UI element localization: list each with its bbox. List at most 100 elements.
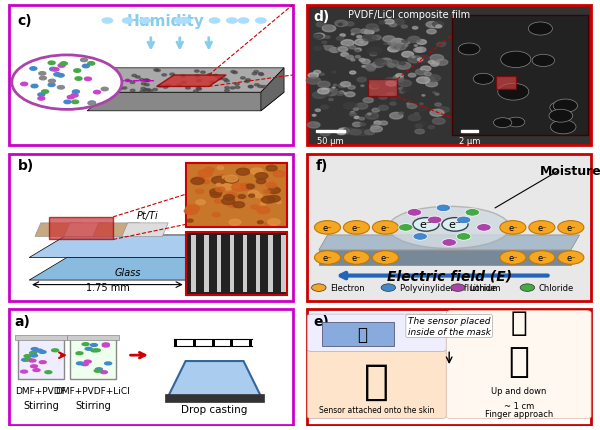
Circle shape — [360, 30, 369, 34]
Circle shape — [451, 284, 465, 292]
Circle shape — [76, 352, 83, 355]
Circle shape — [94, 349, 100, 352]
Circle shape — [394, 76, 403, 81]
Circle shape — [20, 370, 28, 373]
Circle shape — [193, 177, 206, 184]
Text: Pt/Ti: Pt/Ti — [136, 211, 158, 221]
Circle shape — [208, 74, 212, 77]
Circle shape — [388, 47, 400, 53]
Circle shape — [177, 85, 182, 87]
FancyBboxPatch shape — [9, 154, 293, 301]
FancyBboxPatch shape — [307, 6, 591, 146]
Circle shape — [181, 19, 191, 24]
Circle shape — [29, 352, 37, 354]
Circle shape — [25, 358, 32, 361]
Circle shape — [145, 80, 150, 83]
Circle shape — [314, 34, 325, 40]
Circle shape — [419, 104, 423, 105]
FancyBboxPatch shape — [446, 311, 591, 419]
Circle shape — [224, 176, 238, 184]
Circle shape — [245, 185, 254, 189]
Circle shape — [427, 30, 436, 35]
Circle shape — [355, 56, 360, 59]
Circle shape — [359, 42, 363, 44]
Circle shape — [140, 91, 145, 93]
Text: Glass: Glass — [115, 267, 141, 277]
Bar — [268, 235, 272, 292]
Circle shape — [85, 78, 91, 81]
FancyBboxPatch shape — [9, 6, 293, 146]
Circle shape — [400, 91, 405, 94]
Bar — [256, 235, 260, 292]
Text: e⁻: e⁻ — [352, 223, 361, 232]
Circle shape — [136, 77, 140, 79]
Circle shape — [371, 125, 380, 130]
Circle shape — [225, 176, 238, 183]
Circle shape — [61, 63, 67, 66]
Circle shape — [36, 349, 43, 352]
Circle shape — [355, 40, 368, 46]
Circle shape — [116, 81, 121, 83]
Circle shape — [248, 86, 253, 89]
Circle shape — [407, 104, 417, 109]
Circle shape — [443, 43, 446, 45]
Circle shape — [414, 46, 418, 47]
Circle shape — [52, 68, 59, 72]
Circle shape — [366, 25, 378, 31]
Circle shape — [334, 90, 338, 92]
Text: Chloride: Chloride — [539, 283, 574, 292]
Circle shape — [322, 42, 327, 44]
Circle shape — [95, 89, 100, 92]
Circle shape — [332, 72, 336, 74]
Circle shape — [338, 84, 346, 88]
Circle shape — [391, 40, 404, 46]
Text: 1.75 mm: 1.75 mm — [86, 282, 129, 292]
Text: Humidity: Humidity — [127, 14, 204, 29]
Circle shape — [335, 21, 347, 28]
Circle shape — [40, 77, 46, 80]
Circle shape — [38, 94, 45, 97]
Circle shape — [308, 74, 319, 79]
Polygon shape — [93, 223, 139, 237]
Circle shape — [442, 218, 468, 232]
Circle shape — [45, 371, 52, 374]
Circle shape — [94, 369, 101, 372]
Circle shape — [130, 90, 135, 92]
Circle shape — [351, 30, 361, 34]
Text: e⁻: e⁻ — [537, 253, 547, 262]
Circle shape — [410, 37, 418, 41]
Circle shape — [24, 355, 31, 358]
Circle shape — [320, 132, 330, 137]
Circle shape — [58, 86, 64, 90]
Circle shape — [106, 87, 110, 89]
Circle shape — [362, 66, 365, 68]
Circle shape — [433, 62, 439, 65]
Text: e⁻: e⁻ — [566, 223, 575, 232]
Circle shape — [257, 221, 263, 224]
Circle shape — [39, 73, 46, 76]
Circle shape — [82, 363, 88, 366]
Circle shape — [245, 81, 250, 83]
Circle shape — [398, 224, 413, 232]
Polygon shape — [87, 69, 284, 93]
Circle shape — [273, 171, 286, 178]
Circle shape — [329, 49, 340, 53]
Circle shape — [252, 74, 257, 76]
FancyBboxPatch shape — [307, 350, 446, 419]
Circle shape — [341, 83, 350, 87]
Circle shape — [337, 37, 344, 41]
Circle shape — [314, 251, 341, 264]
Circle shape — [424, 73, 431, 77]
Circle shape — [372, 62, 384, 68]
Circle shape — [94, 70, 99, 72]
Circle shape — [439, 112, 443, 114]
Circle shape — [380, 59, 392, 64]
Circle shape — [367, 48, 382, 55]
Circle shape — [379, 22, 385, 25]
Circle shape — [433, 119, 445, 125]
Circle shape — [343, 103, 357, 110]
Circle shape — [373, 221, 398, 235]
Circle shape — [392, 20, 404, 26]
Circle shape — [433, 22, 443, 28]
Circle shape — [374, 122, 381, 125]
